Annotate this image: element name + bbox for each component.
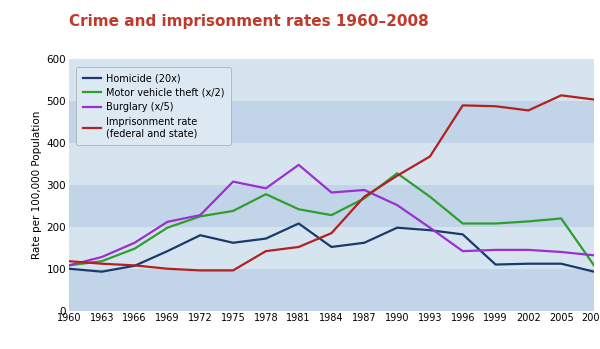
Bar [69,269,594,311]
Text: Crime and imprisonment rates 1960–2008: Crime and imprisonment rates 1960–2008 [69,14,429,29]
Bar [69,143,594,185]
Bar [69,227,594,269]
Bar [69,185,594,227]
Legend: Homicide (20x), Motor vehicle theft (x/2), Burglary (x/5), Imprisonment rate
(fe: Homicide (20x), Motor vehicle theft (x/2… [76,67,231,145]
Bar [69,59,594,101]
Y-axis label: Rate per 100,000 Population: Rate per 100,000 Population [32,111,43,259]
Bar [69,101,594,143]
